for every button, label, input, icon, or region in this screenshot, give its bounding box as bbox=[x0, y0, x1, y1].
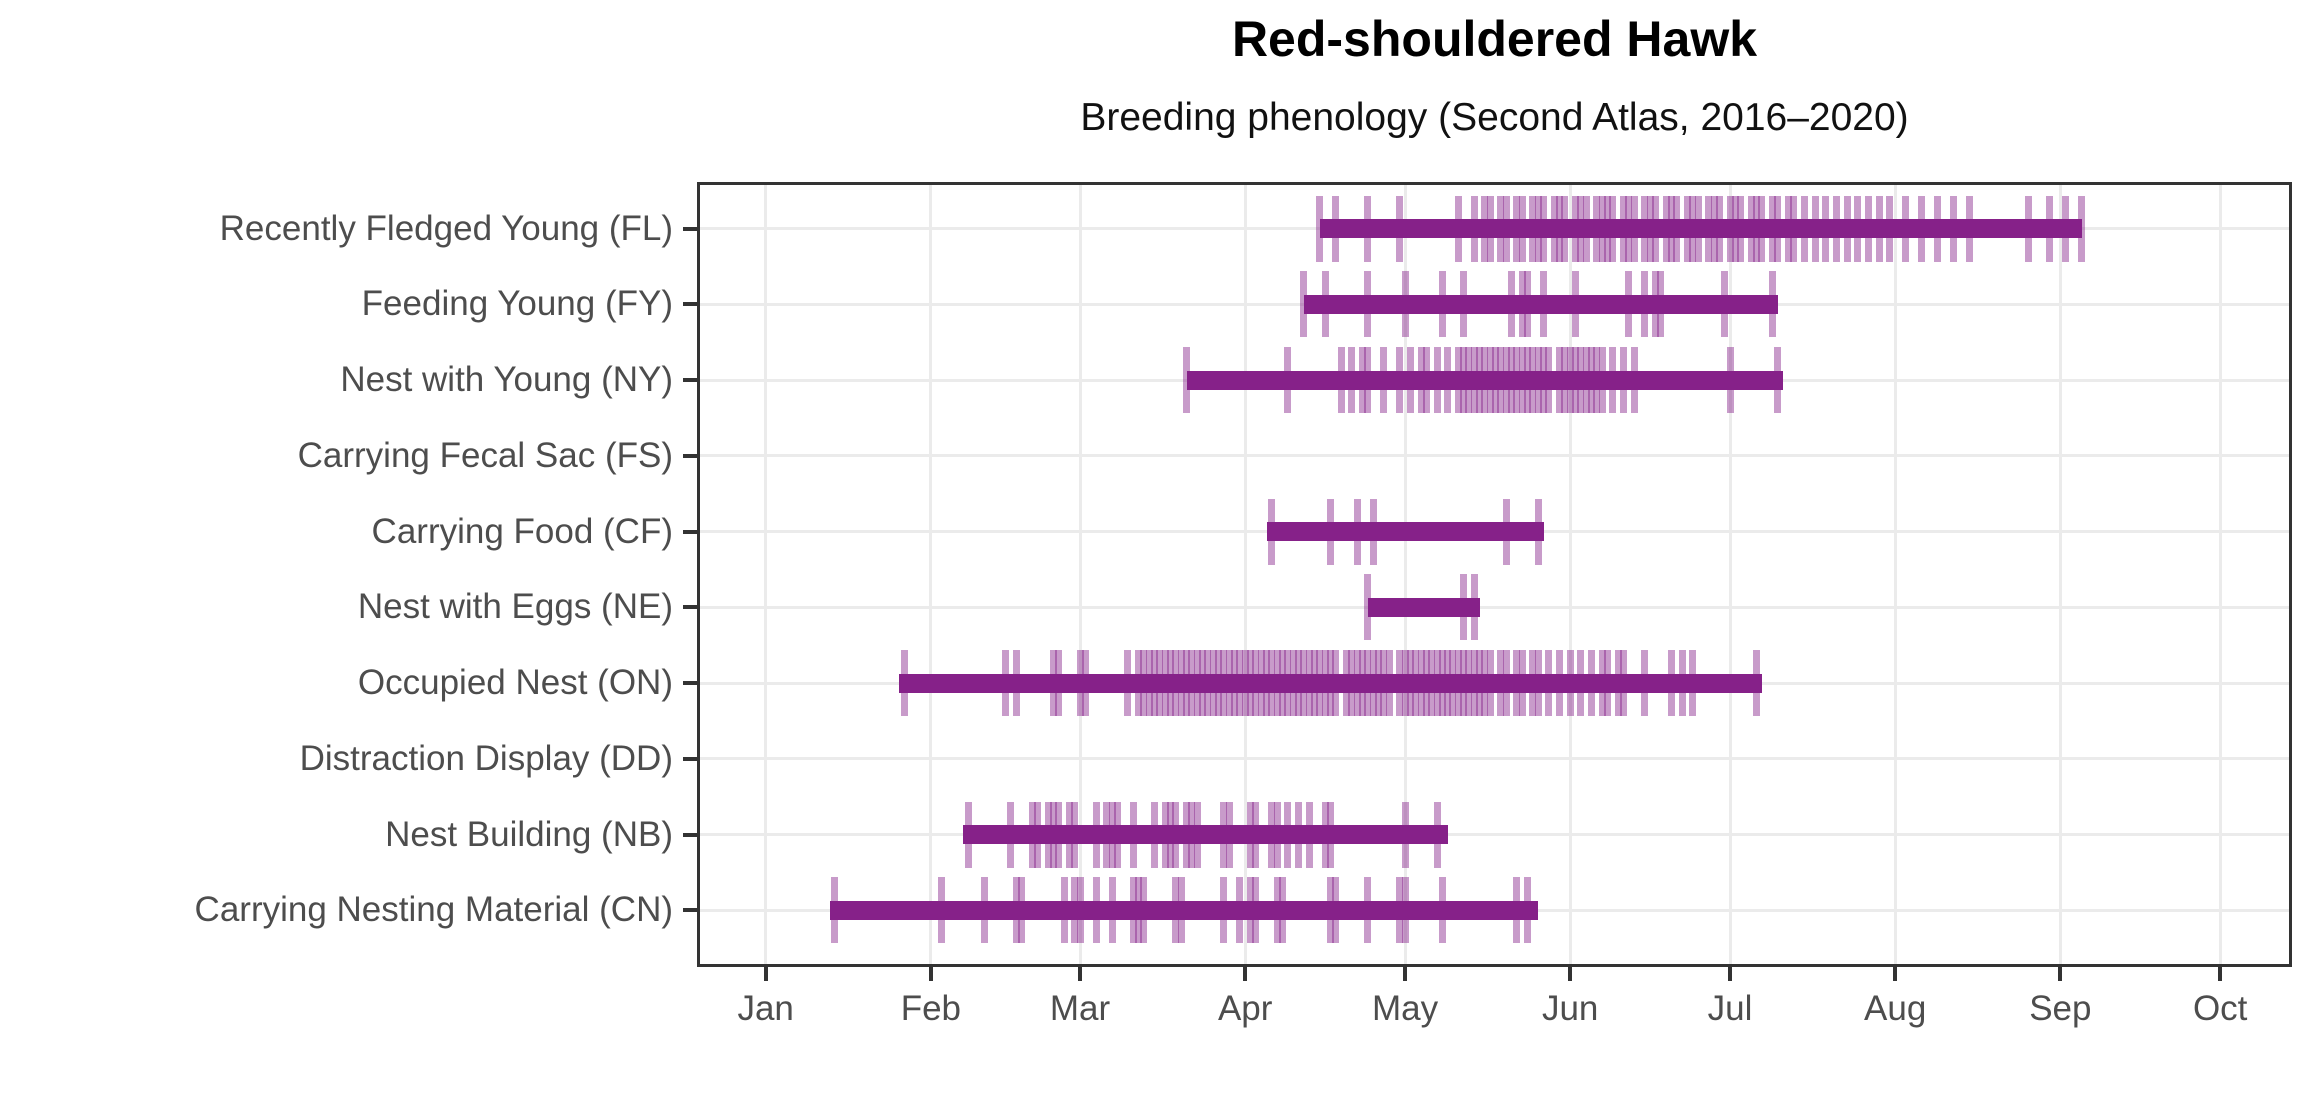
activity-range-bar bbox=[1266, 522, 1544, 542]
v-gridline bbox=[2058, 182, 2062, 967]
y-axis-tick bbox=[683, 605, 697, 610]
v-gridline bbox=[764, 182, 768, 967]
activity-range-bar bbox=[898, 673, 1762, 693]
activity-range-bar bbox=[1319, 219, 2082, 239]
chart-subtitle: Breeding phenology (Second Atlas, 2016–2… bbox=[1080, 96, 1909, 139]
v-gridline bbox=[929, 182, 933, 967]
v-gridline bbox=[1078, 182, 1082, 967]
h-gridline bbox=[697, 757, 2292, 761]
h-gridline bbox=[697, 605, 2292, 609]
x-axis-tick bbox=[1078, 967, 1083, 981]
v-gridline bbox=[1728, 182, 1732, 967]
y-axis-tick bbox=[683, 378, 697, 383]
x-axis-tick bbox=[2218, 967, 2223, 981]
activity-range-bar bbox=[1303, 294, 1778, 314]
x-tick-label: Jul bbox=[1707, 989, 1753, 1028]
x-tick-label: Sep bbox=[2029, 989, 2092, 1028]
h-gridline bbox=[697, 833, 2292, 837]
y-axis-tick bbox=[683, 529, 697, 534]
y-axis-label: Nest with Young (NY) bbox=[340, 360, 673, 400]
x-tick-label: Aug bbox=[1864, 989, 1927, 1028]
y-axis-label: Nest Building (NB) bbox=[385, 814, 673, 854]
x-axis-tick bbox=[2058, 967, 2063, 981]
y-axis-tick bbox=[683, 453, 697, 458]
chart-title: Red-shouldered Hawk bbox=[1231, 11, 1758, 67]
v-gridline bbox=[2218, 182, 2222, 967]
v-gridline bbox=[1893, 182, 1897, 967]
y-axis-label: Carrying Nesting Material (CN) bbox=[194, 890, 673, 930]
x-tick-label: Mar bbox=[1049, 989, 1111, 1028]
activity-range-bar bbox=[1186, 370, 1784, 390]
x-axis-tick bbox=[1728, 967, 1733, 981]
x-axis-tick bbox=[1893, 967, 1898, 981]
x-axis-tick bbox=[763, 967, 768, 981]
x-tick-label: Feb bbox=[900, 989, 962, 1028]
activity-range-bar bbox=[1367, 597, 1480, 617]
y-axis-label: Nest with Eggs (NE) bbox=[357, 587, 673, 627]
y-axis-label: Feeding Young (FY) bbox=[361, 284, 673, 324]
x-axis-tick bbox=[1568, 967, 1573, 981]
activity-range-bar bbox=[829, 900, 1539, 920]
x-axis-tick bbox=[1243, 967, 1248, 981]
y-axis-label: Recently Fledged Young (FL) bbox=[219, 208, 673, 248]
v-gridline bbox=[1403, 182, 1407, 967]
x-axis-tick bbox=[928, 967, 933, 981]
y-axis-label: Carrying Food (CF) bbox=[371, 511, 673, 551]
y-axis-label: Carrying Fecal Sac (FS) bbox=[297, 435, 673, 475]
y-axis-label: Occupied Nest (ON) bbox=[357, 663, 673, 703]
v-gridline bbox=[1243, 182, 1247, 967]
y-axis-tick bbox=[683, 908, 697, 913]
plot-panel bbox=[697, 182, 2292, 967]
x-tick-label: Jun bbox=[1541, 989, 1599, 1028]
y-axis-tick bbox=[683, 226, 697, 231]
x-axis-tick bbox=[1403, 967, 1408, 981]
x-tick-label: Oct bbox=[2192, 989, 2248, 1028]
h-gridline bbox=[697, 454, 2292, 458]
activity-range-bar bbox=[962, 825, 1448, 845]
x-tick-label: Apr bbox=[1217, 989, 1273, 1028]
x-tick-label: Jan bbox=[737, 989, 794, 1028]
y-axis-label: Distraction Display (DD) bbox=[299, 738, 673, 778]
x-tick-label: May bbox=[1371, 989, 1439, 1028]
y-axis-tick bbox=[683, 756, 697, 761]
observation-tick bbox=[2078, 195, 2086, 262]
v-gridline bbox=[1568, 182, 1572, 967]
y-axis-tick bbox=[683, 832, 697, 837]
y-axis-tick bbox=[683, 681, 697, 686]
y-axis-tick bbox=[683, 302, 697, 307]
